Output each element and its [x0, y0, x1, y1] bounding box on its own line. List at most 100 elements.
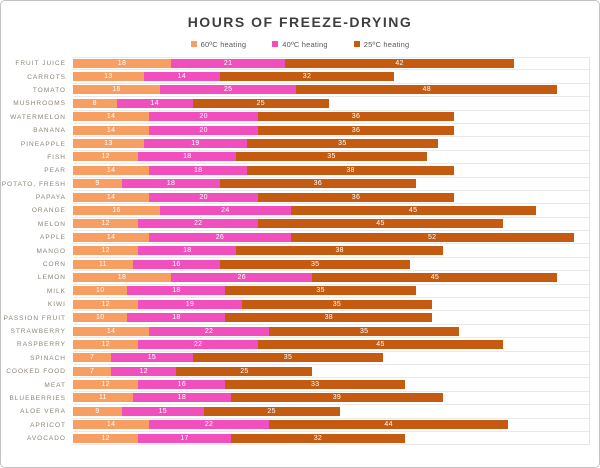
bar-segment-25c: 44 — [268, 420, 509, 430]
plot-cell: 14 20 36 — [73, 191, 590, 205]
category-label: MEAT — [44, 381, 66, 389]
chart-row: POTATO, FRESH 9 18 36 — [1, 178, 590, 191]
stacked-bar: 12 16 33 — [73, 380, 590, 390]
stacked-bar: 14 20 36 — [73, 125, 590, 135]
bar-segment-40c: 22 — [149, 326, 269, 336]
plot-cell: 7 12 25 — [73, 365, 590, 379]
bar-value-label: 39 — [332, 394, 342, 402]
bar-value-label: 52 — [427, 233, 437, 241]
bar-segment-60c: 7 — [73, 366, 112, 376]
stacked-bar: 14 22 44 — [73, 420, 590, 430]
chart-row: RASPBERRY 12 22 45 — [1, 338, 590, 352]
bar-value-label: 36 — [351, 126, 361, 134]
bar-segment-25c: 36 — [219, 179, 416, 189]
bar-segment-25c: 35 — [268, 326, 460, 336]
bar-value-label: 22 — [204, 327, 214, 335]
chart-row: FISH 12 18 35 — [1, 151, 590, 165]
chart-row: COOKED FOOD 7 12 25 — [1, 365, 590, 379]
bar-segment-60c: 14 — [73, 165, 150, 175]
category-label: MANGO — [36, 247, 66, 255]
bar-segment-40c: 15 — [111, 353, 193, 363]
bar-segment-60c: 12 — [73, 339, 139, 349]
stacked-bar: 16 25 48 — [73, 85, 590, 95]
bar-value-label: 22 — [193, 220, 203, 228]
category-label: LEMON — [37, 274, 66, 282]
category-label: PASSION FRUIT — [3, 314, 66, 322]
bar-segment-40c: 20 — [149, 125, 259, 135]
bar-segment-40c: 12 — [111, 366, 177, 376]
bar-value-label: 12 — [101, 153, 110, 161]
bar-segment-40c: 18 — [138, 152, 237, 162]
bar-segment-40c: 25 — [160, 85, 297, 95]
bar-value-label: 18 — [172, 314, 181, 322]
bar-segment-25c: 45 — [312, 272, 558, 282]
chart-row: SPINACH 7 15 35 — [1, 352, 590, 365]
bar-value-label: 19 — [185, 300, 195, 308]
chart-row: FRUIT JUICE 18 21 42 — [1, 57, 590, 71]
stacked-bar: 10 18 38 — [73, 313, 590, 323]
stacked-bar: 18 21 42 — [73, 59, 590, 69]
bar-value-label: 14 — [106, 193, 116, 201]
bar-value-label: 36 — [351, 193, 361, 201]
bar-value-label: 25 — [223, 86, 233, 94]
plot-cell: 14 26 52 — [73, 231, 590, 245]
stacked-bar: 18 26 45 — [73, 272, 590, 282]
category-label: SPINACH — [30, 354, 66, 362]
stacked-bar: 14 22 35 — [73, 326, 590, 336]
bar-value-label: 11 — [98, 394, 107, 402]
bar-value-label: 36 — [351, 113, 361, 121]
stacked-bar: 11 18 39 — [73, 393, 590, 403]
bar-segment-40c: 16 — [132, 259, 220, 269]
bar-segment-40c: 18 — [132, 393, 231, 403]
chart-plot-area: FRUIT JUICE 18 21 42 CARROTS 13 14 32 TOMATO 16 25… — [1, 57, 599, 446]
bar-value-label: 18 — [177, 394, 187, 402]
stacked-bar: 12 18 35 — [73, 152, 590, 162]
bar-value-label: 45 — [430, 273, 440, 281]
category-label: TOMATO — [32, 86, 66, 94]
bar-segment-25c: 45 — [258, 339, 503, 349]
bar-value-label: 33 — [310, 381, 320, 389]
bar-value-label: 35 — [327, 153, 336, 161]
bar-value-label: 21 — [223, 60, 233, 68]
plot-cell: 13 19 35 — [73, 137, 590, 151]
bar-value-label: 9 — [95, 407, 100, 415]
category-label: BANANA — [33, 127, 66, 135]
category-label: BLUEBERRIES — [9, 394, 66, 402]
plot-cell: 13 14 32 — [73, 70, 590, 84]
bar-value-label: 18 — [172, 287, 181, 295]
bar-value-label: 24 — [221, 206, 230, 214]
bar-segment-60c: 13 — [73, 72, 144, 82]
chart-row: CARROTS 13 14 32 — [1, 70, 590, 84]
bar-value-label: 18 — [183, 247, 192, 255]
bar-segment-60c: 10 — [73, 313, 128, 323]
category-label: AVOCADO — [26, 435, 66, 443]
bar-value-label: 13 — [104, 73, 113, 81]
stacked-bar: 12 18 38 — [73, 246, 590, 256]
bar-segment-40c: 20 — [149, 192, 259, 202]
chart-row: PEAR 14 18 38 — [1, 164, 590, 178]
bar-segment-40c: 21 — [170, 59, 286, 69]
chart-row: MELON 12 22 45 — [1, 218, 590, 232]
legend-label-40c: 40ºC heating — [282, 39, 328, 49]
stacked-bar: 11 16 35 — [73, 259, 590, 269]
bar-value-label: 7 — [89, 367, 95, 375]
bar-segment-40c: 18 — [127, 286, 226, 296]
bar-segment-40c: 18 — [149, 165, 248, 175]
bar-value-label: 48 — [422, 86, 431, 94]
category-label: POTATO, FRESH — [1, 180, 66, 188]
legend-item-25c: 25ºC heating — [353, 40, 410, 49]
plot-cell: 12 18 35 — [73, 151, 590, 165]
plot-cell: 16 25 48 — [73, 84, 590, 98]
category-label: FISH — [47, 153, 66, 161]
bar-value-label: 36 — [313, 180, 323, 188]
category-label: APPLE — [40, 234, 66, 242]
legend-swatch-60c-icon — [190, 41, 197, 47]
bar-segment-60c: 14 — [73, 420, 150, 430]
bar-segment-60c: 16 — [73, 85, 161, 95]
bar-value-label: 32 — [313, 434, 323, 442]
bar-value-label: 14 — [106, 327, 116, 335]
bar-segment-40c: 18 — [121, 179, 220, 189]
bar-segment-40c: 26 — [170, 272, 313, 282]
category-label: STRAWBERRY — [10, 328, 66, 335]
bar-value-label: 26 — [237, 273, 246, 281]
